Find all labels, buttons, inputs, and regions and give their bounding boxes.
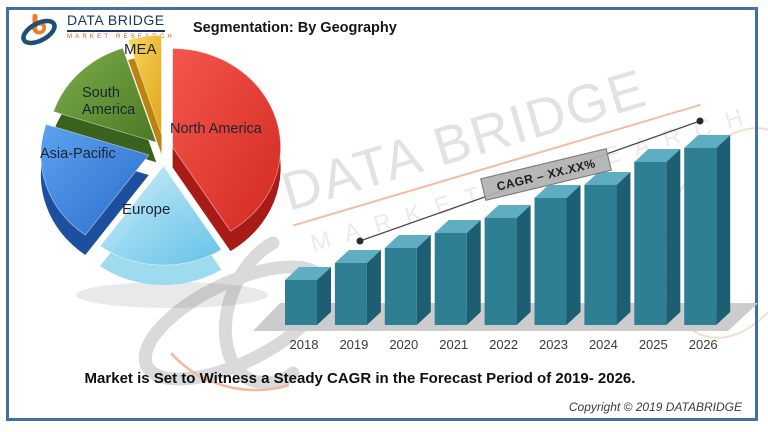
bar-2025 [634,162,667,325]
bar-2020 [384,248,417,325]
pie-label-europe: Europe [122,201,171,218]
border-frame [6,7,758,421]
logo: DATA BRIDGE MARKET RESEARCH [20,12,175,48]
pie-chart-svg [40,34,282,308]
bar-2021-side [466,220,481,325]
bar-2019-top [334,250,381,263]
bar-year-label-2026: 2026 [689,337,718,352]
logo-title: DATA BRIDGE [67,12,165,32]
pie-slice-north-america [172,48,282,232]
pie-label-south-america: South America [82,85,136,118]
bar-2023-top [534,185,581,198]
bar-2022-side [516,205,531,325]
trend-dot-start [356,237,364,245]
bar-2024-top [584,172,631,185]
pie-chart [30,25,315,325]
bar-2020-side [416,235,431,325]
bar-2018-side [317,267,331,325]
bar-2018-top [285,267,331,280]
bar-2020-top [384,235,431,248]
bar-2025-side [666,149,681,325]
bar-year-label-2020: 2020 [389,337,418,352]
bar-2026-side [716,135,731,325]
pie-label-north-america: North America [170,121,262,137]
trend-dot-end [696,117,704,125]
bar-2026-top [684,135,731,148]
bar-year-label-2023: 2023 [539,337,568,352]
pie-slice-europe [99,165,222,266]
page-title: Segmentation: By Geography [193,20,397,36]
bar-year-label-2019: 2019 [339,337,368,352]
logo-tagline: MARKET RESEARCH [67,34,175,40]
bar-2019 [334,263,367,325]
logo-icon [21,14,57,46]
logo-text: DATA BRIDGE MARKET RESEARCH [67,12,175,40]
bar-2024-side [616,172,631,325]
bar-year-label-2025: 2025 [639,337,668,352]
bar-2021-top [434,220,481,233]
bar-2019-side [366,250,381,325]
bar-2023 [534,198,567,325]
pie-shadow [76,282,268,308]
bar-year-label-2018: 2018 [290,337,319,352]
bar-year-label-2021: 2021 [439,337,468,352]
bar-2022 [484,218,517,325]
bar-2025-top [634,149,681,162]
copyright: Copyright © 2019 DATABRIDGE [568,400,742,414]
pie-slice-south-america [52,47,157,143]
bar-year-label-2022: 2022 [489,337,518,352]
bar-2024 [584,185,617,325]
pie-slice-asia-pacific [40,123,150,236]
bar-chart: 2018 2019 2020 2021 2022 2023 2024 2025 2026 [250,100,762,367]
bar-chart-svg: 2018 2019 2020 2021 2022 2023 2024 2025 2026 [253,117,758,352]
bar-2021 [434,233,467,325]
bar-year-label-2024: 2024 [589,337,618,352]
pie-slice-mea [127,34,162,135]
pie-label-mea: MEA [124,41,157,58]
bar-2023-side [566,185,581,325]
bar-2026 [684,148,717,325]
bar-2022-top [484,205,531,218]
caption: Market is Set to Witness a Steady CAGR i… [84,370,636,387]
pie-label-asia-pacific: Asia-Pacific [40,146,116,162]
bar-2018 [285,280,317,325]
